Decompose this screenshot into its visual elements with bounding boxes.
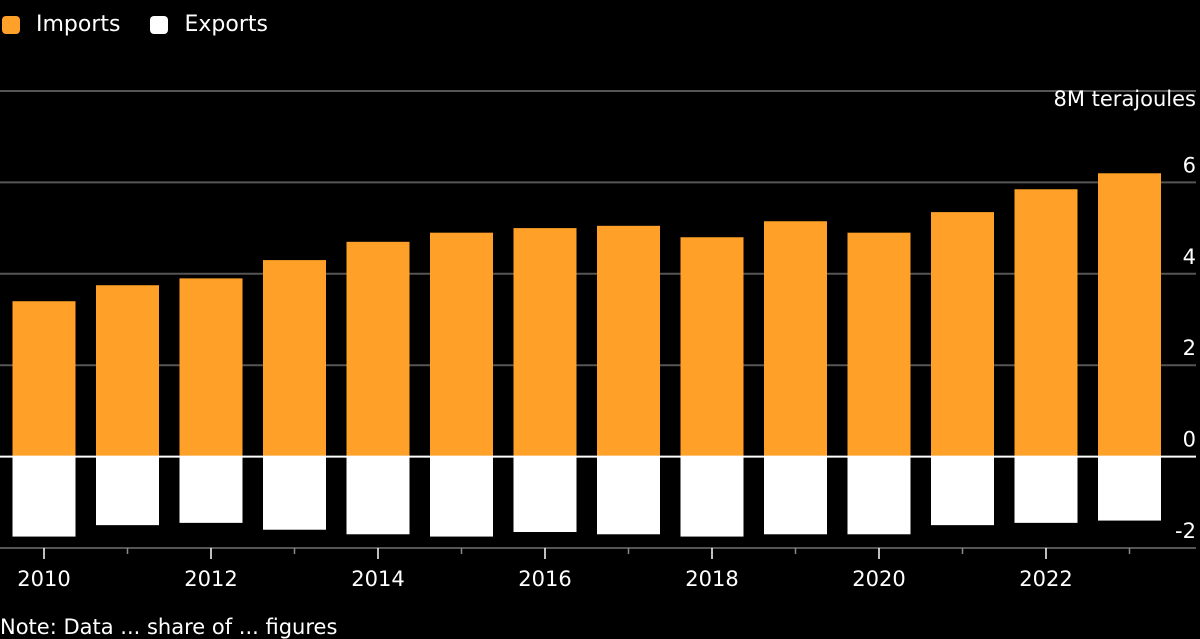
- exports-bar-2020: [847, 456, 911, 535]
- imports-bar-2016: [513, 228, 577, 457]
- exports-bar-2014: [346, 456, 410, 535]
- x-tick-label-2010: 2010: [17, 567, 70, 591]
- imports-bar-2023: [1098, 173, 1161, 457]
- imports-bar-2011: [96, 285, 159, 457]
- exports-bar-2010: [12, 456, 76, 537]
- imports-bar-2017: [597, 225, 660, 457]
- y-tick-label-6: 6: [1183, 153, 1196, 177]
- x-tick-label-2018: 2018: [685, 567, 738, 591]
- y-axis-unit-label: 8M terajoules: [1054, 87, 1197, 111]
- imports-bar-2013: [263, 260, 326, 457]
- y-tick-label-2: 2: [1183, 336, 1196, 360]
- imports-bar-2015: [430, 232, 493, 457]
- imports-bar-2018: [680, 237, 744, 457]
- exports-bar-2018: [680, 456, 744, 537]
- x-tick-label-2020: 2020: [852, 567, 905, 591]
- legend-label-imports: Imports: [36, 12, 121, 37]
- imports-bar-2022: [1014, 189, 1078, 457]
- x-tick-label-2016: 2016: [518, 567, 571, 591]
- axes: -2 0 2 4 6 2010 2012 2014 2016 2018 2020 2022: [0, 153, 1196, 591]
- x-tick-label-2022: 2022: [1019, 567, 1072, 591]
- x-tick-label-2014: 2014: [351, 567, 404, 591]
- legend-label-exports: Exports: [184, 12, 268, 37]
- imports-bar-2012: [179, 278, 243, 457]
- exports-swatch-icon: [150, 15, 169, 34]
- exports-bar-2011: [96, 456, 159, 526]
- x-tick-label-2012: 2012: [184, 567, 237, 591]
- exports-bar-2016: [513, 456, 577, 533]
- imports-bar-2020: [847, 232, 911, 457]
- imports-bar-2010: [12, 301, 76, 457]
- legend-item-exports: Exports: [150, 12, 268, 37]
- imports-bar-2019: [764, 221, 827, 457]
- legend: Imports Exports: [0, 12, 298, 37]
- exports-bar-2017: [597, 456, 660, 535]
- exports-bar-2013: [263, 456, 326, 530]
- imports-bar-2021: [931, 212, 994, 457]
- exports-bar-2019: [764, 456, 827, 535]
- imports-bar-2014: [346, 241, 410, 457]
- bars: [12, 173, 1161, 537]
- footnote: Note: Data ... share of ... figures: [0, 615, 338, 639]
- exports-bar-2023: [1098, 456, 1161, 521]
- y-tick-label-4: 4: [1183, 245, 1196, 269]
- exports-bar-2015: [430, 456, 493, 537]
- imports-swatch-icon: [2, 15, 20, 34]
- legend-item-imports: Imports: [0, 12, 120, 37]
- exports-bar-2021: [931, 456, 994, 526]
- y-tick-label--2: -2: [1175, 519, 1196, 543]
- y-tick-label-0: 0: [1183, 428, 1196, 452]
- exports-bar-2022: [1014, 456, 1078, 523]
- exports-bar-2012: [179, 456, 243, 523]
